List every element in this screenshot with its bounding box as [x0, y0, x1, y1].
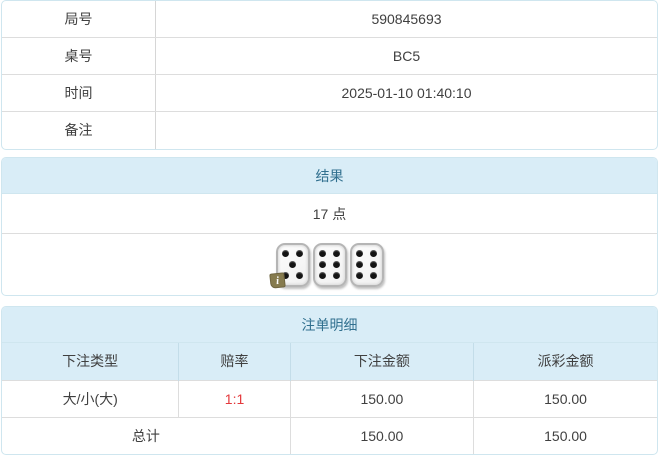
die-3 [349, 242, 384, 287]
bet-type-cell: 大/小(大) [2, 379, 179, 417]
odds-cell: 1:1 [178, 379, 291, 417]
round-number-label: 局号 [2, 1, 156, 37]
die-pip [281, 250, 289, 258]
bets-header-row: 下注类型 赔率 下注金额 派彩金额 [2, 343, 657, 380]
total-label-cell: 总计 [2, 416, 291, 454]
game-info-table: 局号 590845693 桌号 BC5 时间 2025-01-10 01:40:… [1, 0, 658, 150]
col-header-payout-amount: 派彩金额 [473, 343, 657, 380]
result-panel: 结果 17 点 i [1, 157, 658, 296]
round-number-value: 590845693 [371, 11, 442, 27]
col-header-bet-amount: 下注金额 [289, 343, 474, 380]
bet-details-title: 注单明细 [2, 307, 657, 343]
die-pip [318, 271, 326, 279]
col-header-bet-type: 下注类型 [2, 343, 179, 380]
die-pip [296, 271, 304, 279]
col-header-odds: 赔率 [178, 343, 291, 380]
info-badge-icon[interactable]: i [268, 271, 286, 289]
die-pip [333, 271, 341, 279]
time-label: 时间 [2, 75, 156, 111]
die-pip [296, 250, 304, 258]
time-value: 2025-01-10 01:40:10 [341, 85, 472, 101]
die-pip [288, 260, 296, 268]
die-pip [318, 260, 326, 268]
die-pip [355, 271, 363, 279]
total-bet-amount-cell: 150.00 [289, 416, 474, 454]
info-row-round: 局号 590845693 [2, 1, 657, 38]
bet-amount-cell: 150.00 [289, 379, 474, 417]
die-pips [281, 249, 304, 281]
bet-details-panel: 注单明细 下注类型 赔率 下注金额 派彩金额 大/小(大) 1:1 150.00… [1, 306, 658, 455]
info-row-remark: 备注 [2, 112, 657, 149]
die-pip [333, 250, 341, 258]
die-pip [355, 260, 363, 268]
die-2 [312, 242, 347, 287]
table-number-value: BC5 [392, 48, 421, 64]
die-pip [370, 260, 378, 268]
table-number-label: 桌号 [2, 38, 156, 74]
die-pip [355, 250, 363, 258]
die-pips [318, 249, 341, 281]
result-points: 17 点 [2, 194, 657, 234]
dice-row: i [2, 234, 657, 295]
payout-amount-cell: 150.00 [473, 379, 657, 417]
die-pip [318, 250, 326, 258]
total-payout-amount-cell: 150.00 [473, 416, 657, 454]
bet-row: 大/小(大) 1:1 150.00 150.00 [2, 379, 657, 417]
die-pip [333, 260, 341, 268]
total-row: 总计 150.00 150.00 [2, 416, 657, 454]
bets-table: 下注类型 赔率 下注金额 派彩金额 大/小(大) 1:1 150.00 150.… [2, 343, 657, 454]
remark-label: 备注 [2, 112, 156, 149]
die-pip [370, 250, 378, 258]
die-pip [370, 271, 378, 279]
die-1: i [268, 242, 310, 289]
result-panel-title: 结果 [2, 158, 657, 194]
info-row-time: 时间 2025-01-10 01:40:10 [2, 75, 657, 112]
die-pip [281, 271, 289, 279]
die-pips [355, 249, 378, 281]
info-row-table: 桌号 BC5 [2, 38, 657, 75]
